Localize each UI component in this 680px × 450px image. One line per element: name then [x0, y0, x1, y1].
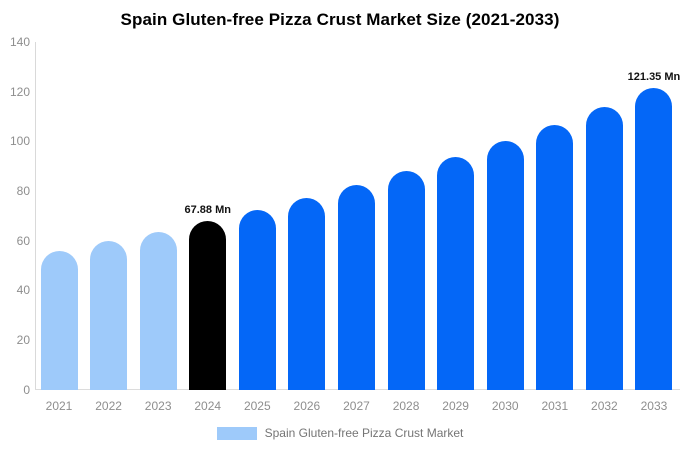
- x-tick-2021: 2021: [45, 399, 73, 413]
- y-axis-line: [35, 42, 36, 390]
- x-tick-2029: 2029: [442, 399, 469, 413]
- x-tick-2031: 2031: [541, 399, 569, 413]
- bar-2029[interactable]: [437, 156, 475, 390]
- chart-title: Spain Gluten-free Pizza Crust Market Siz…: [120, 10, 560, 29]
- x-tick-2024: 2024: [194, 399, 222, 413]
- x-tick-2025: 2025: [243, 399, 271, 413]
- y-tick-80: 80: [16, 183, 30, 198]
- y-tick-100: 100: [9, 134, 30, 149]
- bar-2028[interactable]: [387, 171, 425, 390]
- y-tick-0: 0: [23, 382, 30, 397]
- bar-2033[interactable]: [635, 88, 673, 390]
- y-tick-60: 60: [16, 233, 30, 248]
- x-tick-2023: 2023: [144, 399, 172, 413]
- value-label-2033: 121.35 Mn: [627, 71, 680, 84]
- bar-2021[interactable]: [40, 250, 78, 390]
- y-tick-120: 120: [9, 84, 30, 99]
- x-tick-2030: 2030: [491, 399, 519, 413]
- x-tick-2026: 2026: [293, 399, 321, 413]
- bar-2023[interactable]: [139, 231, 177, 390]
- x-tick-2033: 2033: [640, 399, 668, 413]
- bar-2024[interactable]: [189, 221, 227, 390]
- x-axis-line: [35, 389, 680, 390]
- x-tick-2022: 2022: [95, 399, 122, 413]
- y-tick-20: 20: [16, 332, 30, 347]
- x-tick-2028: 2028: [392, 399, 420, 413]
- bar-2027[interactable]: [337, 184, 375, 390]
- bar-2025[interactable]: [238, 209, 276, 390]
- bar-2032[interactable]: [585, 107, 623, 390]
- legend-item[interactable]: Spain Gluten-free Pizza Crust Market: [0, 426, 680, 440]
- legend-label: Spain Gluten-free Pizza Crust Market: [264, 426, 464, 440]
- bar-2026[interactable]: [288, 197, 326, 390]
- y-tick-40: 40: [16, 283, 30, 298]
- x-tick-2027: 2027: [343, 399, 370, 413]
- bar-2022[interactable]: [90, 241, 128, 390]
- bar-2030[interactable]: [486, 141, 524, 390]
- value-label-2024: 67.88 Mn: [184, 204, 231, 217]
- x-tick-2032: 2032: [591, 399, 618, 413]
- bar-2031[interactable]: [536, 124, 574, 390]
- legend-swatch: [216, 426, 257, 440]
- y-tick-140: 140: [9, 35, 30, 49]
